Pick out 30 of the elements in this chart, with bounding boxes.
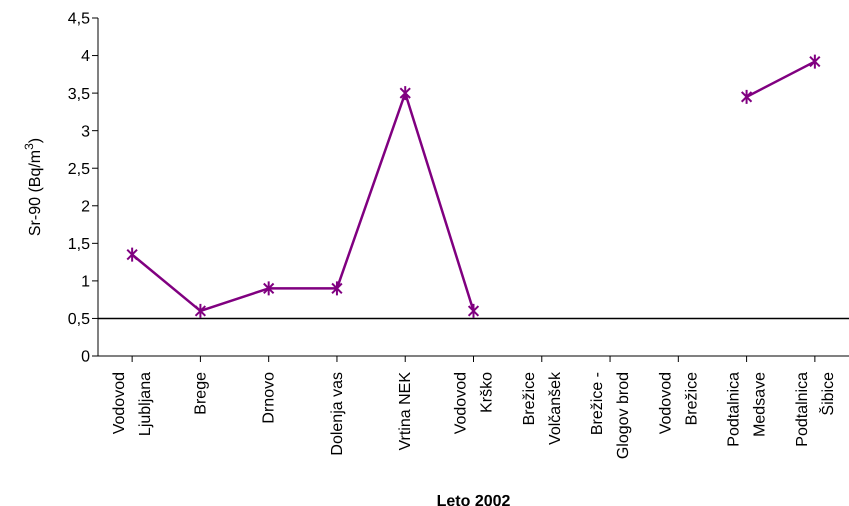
x-tick-label: Vodovod Krško bbox=[452, 372, 496, 434]
y-tick-label: 3 bbox=[81, 123, 90, 140]
point bbox=[399, 85, 412, 102]
point bbox=[262, 280, 275, 296]
y-tick-label: 1,5 bbox=[68, 236, 90, 254]
x-tick-label: Brežice - Glogov brod bbox=[589, 372, 632, 460]
y-tick-label: 4,5 bbox=[68, 10, 90, 28]
y-tick-label: 4 bbox=[81, 48, 90, 66]
point bbox=[740, 88, 752, 105]
x-tick-label: Dolenja vas bbox=[328, 372, 346, 456]
x-tick-label: Brežice Volčanšek bbox=[520, 371, 564, 445]
point bbox=[194, 302, 206, 319]
x-tick-label: Vodovod Brežice bbox=[657, 372, 700, 434]
y-tick-label: 2,5 bbox=[68, 160, 90, 178]
point bbox=[468, 302, 480, 319]
y-tick-label: 0,5 bbox=[68, 311, 90, 328]
y-tick-label: 1 bbox=[81, 274, 90, 291]
x-tick-label: Brege bbox=[192, 372, 210, 415]
y-tick-label: 3,5 bbox=[68, 86, 90, 103]
point bbox=[808, 54, 821, 70]
y-tick-label: 0 bbox=[81, 348, 90, 366]
x-tick-label: Podtalnica Medsave bbox=[726, 372, 769, 447]
y-tick-label: 2 bbox=[81, 198, 90, 216]
point bbox=[331, 280, 343, 296]
x-axis-title: Leto 2002 bbox=[436, 493, 511, 506]
point bbox=[126, 246, 138, 263]
x-tick-label: Vodovod Ljubljana bbox=[111, 372, 154, 436]
x-tick-label: Podtalnica Šibice bbox=[794, 372, 837, 447]
x-tick-label: Vrtina NEK bbox=[397, 372, 414, 451]
x-tick-label: Drnovo bbox=[260, 372, 278, 424]
